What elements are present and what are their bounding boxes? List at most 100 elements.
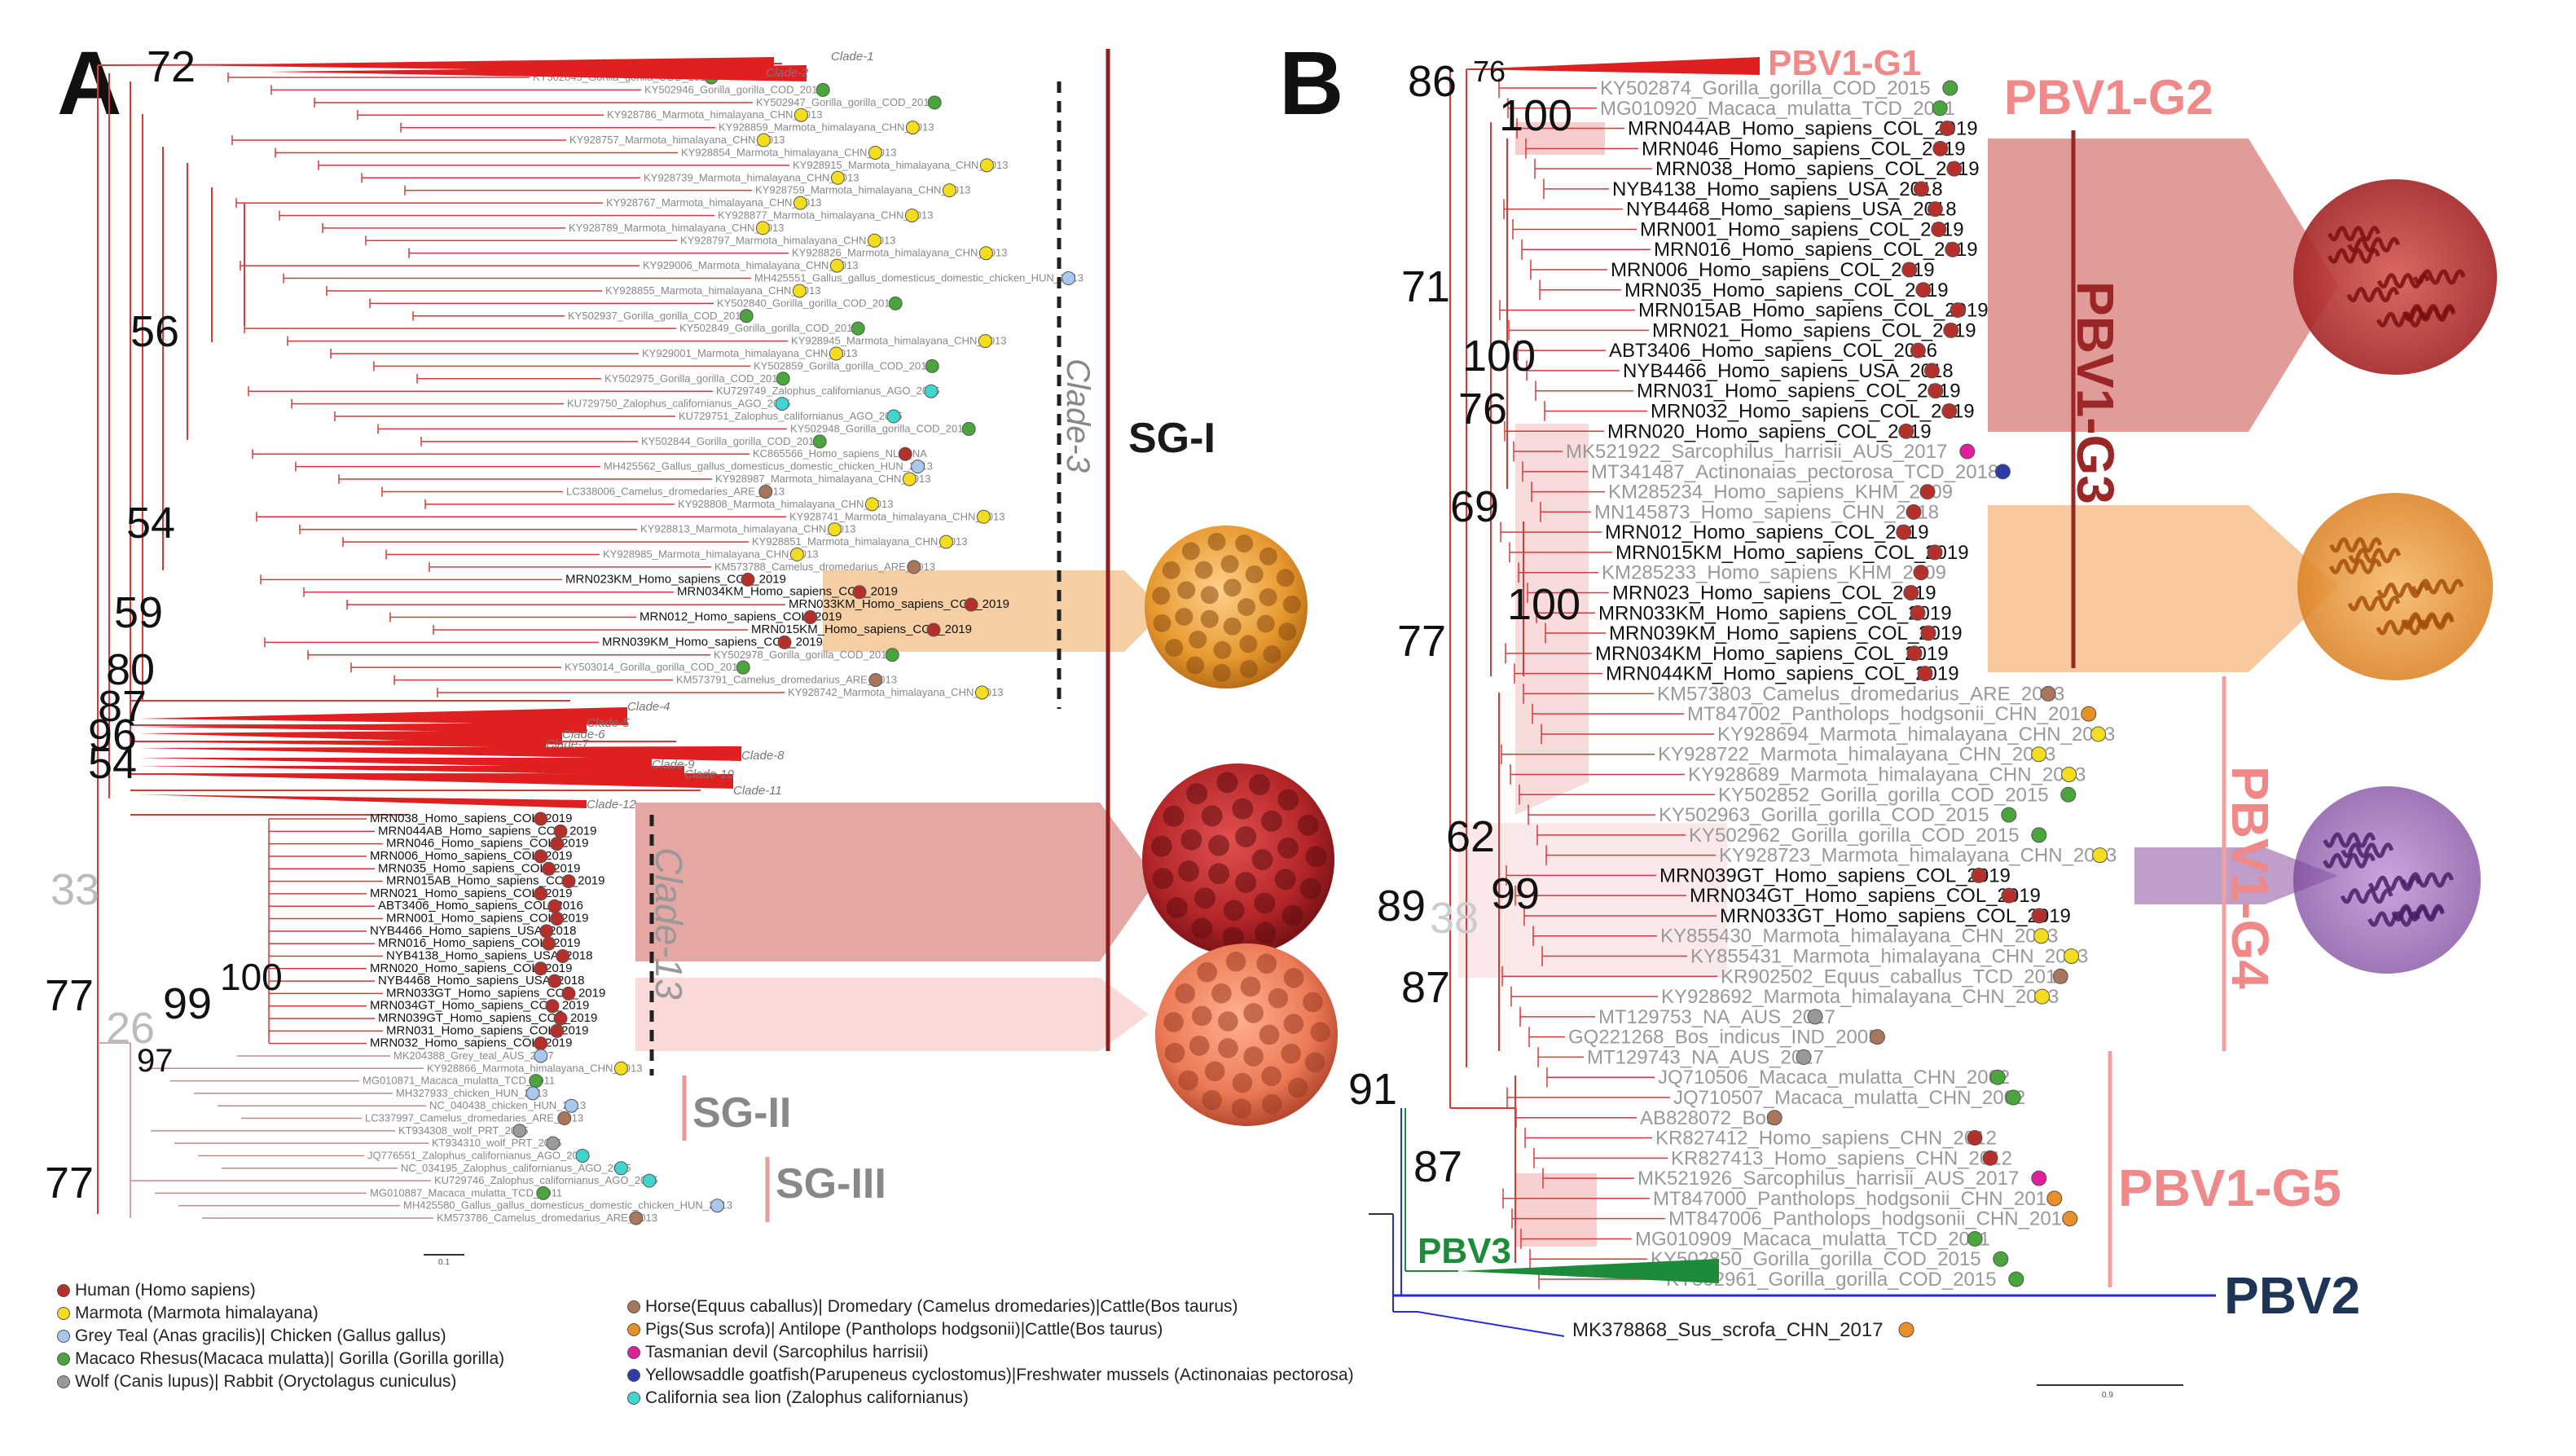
tip-label-a: KY928987_Marmota_himalayana_CHN_2013 xyxy=(715,473,931,485)
tree-a-upper-branches: KY502845_Gorilla_gorilla_COD_2015KY50294… xyxy=(227,70,1084,700)
tip-label-a: KY928789_Marmota_himalayana_CHN_2013 xyxy=(569,222,785,234)
collapsed-clades-a xyxy=(138,57,807,808)
tip-label-a: KY928866_Marmota_himalayana_CHN_2013 xyxy=(427,1062,643,1074)
tip-label-a: KY928757_Marmota_himalayana_CHN_2013 xyxy=(569,134,785,146)
capsid-facet xyxy=(1223,578,1242,597)
capsid-facet xyxy=(1211,983,1232,1004)
host-dot xyxy=(1989,1069,2006,1085)
host-dot xyxy=(852,585,867,600)
host-dot xyxy=(2031,908,2047,924)
bootstrap-b-62: 62 xyxy=(1446,812,1495,861)
tip-label-a: NYB4138_Homo_sapiens_USA_2018 xyxy=(386,948,593,962)
tip-label-a: KY502937_Gorilla_gorilla_COD_2015 xyxy=(568,310,747,322)
tip-label-b: KY502962_Gorilla_gorilla_COD_2015 xyxy=(1689,825,2020,847)
host-dot xyxy=(1943,322,1959,338)
clade-arrow-pink-a xyxy=(635,978,1149,1051)
tip-label-b: MRN016_Homo_sapiens_COL_2019 xyxy=(1654,239,1978,261)
tip-label-b: MT129743_NA_AUS_2017 xyxy=(1587,1046,1824,1068)
host-dot xyxy=(534,812,548,826)
capsid-facet xyxy=(1256,953,1277,974)
capsid-facet xyxy=(1204,1061,1225,1082)
tip-label-b: MRN033KM_Homo_sapiens_COL_2019 xyxy=(1598,602,1952,624)
capsid-facet xyxy=(1260,810,1282,832)
capsid-facet xyxy=(1276,569,1295,587)
protein-helix xyxy=(2347,596,2401,612)
tip-label-a: MRN015AB_Homo_sapiens_COL_2019 xyxy=(386,874,605,888)
protein-helix xyxy=(2323,852,2376,869)
tip-label-a: MRN033KM_Homo_sapiens_COL_2019 xyxy=(789,597,1009,611)
tip-label-b: MRN001_Homo_sapiens_COL_2019 xyxy=(1640,218,1964,240)
host-dot xyxy=(561,874,576,889)
host-dot xyxy=(556,948,570,963)
capsid-facet xyxy=(1178,1070,1198,1091)
capsid-facet xyxy=(1186,783,1208,805)
tip-label-a: LC338006_Camelus_dromedaries_ARE_2013 xyxy=(566,485,785,497)
panel-a: A KY502845_Gorilla_gorilla_COD_2015KY502… xyxy=(45,33,1338,1267)
capsid-facet xyxy=(1218,1011,1238,1032)
capsid-facet xyxy=(1251,849,1273,870)
legend-entry: Wolf (Canis lupus)| Rabbit (Oryctolagus … xyxy=(57,1370,504,1393)
protein-helix xyxy=(2367,911,2420,927)
tip-label-b: MG010909_Macaca_mulatta_TCD_2011 xyxy=(1635,1228,1990,1250)
capsid-facet xyxy=(1212,663,1231,682)
host-dot xyxy=(1906,645,1923,662)
bootstrap-b-87b: 87 xyxy=(1413,1142,1462,1191)
capsid-facet xyxy=(1239,635,1258,653)
legend-text: Grey Teal (Anas gracilis)| Chicken (Gall… xyxy=(75,1326,446,1345)
protein-helix xyxy=(2347,236,2400,253)
host-dot xyxy=(927,95,942,110)
tip-label-b: NYB4138_Homo_sapiens_USA_2018 xyxy=(1612,178,1943,200)
tip-label-a: KY502947_Gorilla_gorilla_COD_2015 xyxy=(756,96,935,108)
capsid-facet xyxy=(1259,588,1277,607)
tip-label-a: MRN021_Homo_sapiens_COL_2019 xyxy=(370,886,572,900)
g1-label: PBV1-G1 xyxy=(1768,43,1921,83)
clade-label-12: Clade-12 xyxy=(587,798,637,812)
host-dot xyxy=(830,170,845,185)
bootstrap-a-77: 77 xyxy=(45,971,94,1020)
legend-color-dot xyxy=(57,1375,70,1388)
tip-label-a: NC_034195_Zalophus_californianus_AGO_200… xyxy=(401,1162,631,1174)
legend-entry: Marmota (Marmota himalayana) xyxy=(57,1302,504,1325)
tip-label-a: KT934308_wolf_PRT_2015 xyxy=(398,1124,529,1137)
bootstrap-a-96: 96 xyxy=(88,710,137,759)
host-dot xyxy=(888,296,903,310)
tip-label-a: MRN031_Homo_sapiens_COL_2019 xyxy=(386,1023,588,1037)
capsid-facet xyxy=(1261,1093,1282,1115)
host-dot xyxy=(1939,121,1955,137)
host-dot xyxy=(2092,847,2108,864)
bootstrap-b-76b: 76 xyxy=(1458,385,1507,433)
legend-entry: Horse(Equus caballus)| Dromedary (Camelu… xyxy=(627,1295,1354,1318)
host-dot xyxy=(613,1161,628,1176)
tip-label-a: MK204388_Grey_teal_AUS_2017 xyxy=(393,1049,554,1062)
capsid-facet xyxy=(1192,1005,1212,1027)
host-dot xyxy=(1942,80,1958,96)
host-dot xyxy=(868,145,882,160)
tip-label-a: KU729751_Zalophus_californianus_AGO_2005 xyxy=(679,410,903,422)
g5-label: PBV1-G5 xyxy=(2118,1159,2341,1217)
tip-label-b: KM285234_Homo_sapiens_KHM_2009 xyxy=(1608,482,1953,504)
host-dot xyxy=(545,999,560,1014)
protein-helix xyxy=(2329,537,2382,553)
clade-label-3: Clade-3 xyxy=(1060,359,1096,473)
legend-text: Human (Homo sapiens) xyxy=(75,1281,256,1300)
tip-label-a: MRN034GT_Homo_sapiens_COL_2019 xyxy=(370,999,589,1013)
host-dot xyxy=(561,986,576,1001)
host-dot xyxy=(534,1036,548,1051)
clade-arrow-red-b xyxy=(1988,139,2338,432)
tip-label-a: MH425551_Gallus_gallus_domesticus_domest… xyxy=(754,272,1084,284)
capsid-facet xyxy=(1164,1042,1185,1063)
host-dot xyxy=(1923,363,1940,379)
tip-label-a: MRN039GT_Homo_sapiens_COL_2019 xyxy=(378,1011,597,1025)
host-dot xyxy=(756,133,771,147)
host-dot xyxy=(613,1061,628,1076)
legend-entry: Grey Teal (Anas gracilis)| Chicken (Gall… xyxy=(57,1325,504,1348)
bootstrap-a-54b: 54 xyxy=(88,739,137,788)
capsid-facet xyxy=(1263,645,1281,664)
tip-label-a: KY928985_Marmota_himalayana_CHN_2013 xyxy=(603,548,819,561)
tip-label-a: KM573791_Camelus_dromedarius_ARE_2013 xyxy=(676,674,897,686)
bootstrap-b-77: 77 xyxy=(1397,617,1446,666)
capsid-facet xyxy=(1153,614,1172,632)
capsid-facet xyxy=(1180,829,1202,851)
clade-label-6: Clade-6 xyxy=(562,728,605,741)
protein-helix xyxy=(2376,273,2430,289)
